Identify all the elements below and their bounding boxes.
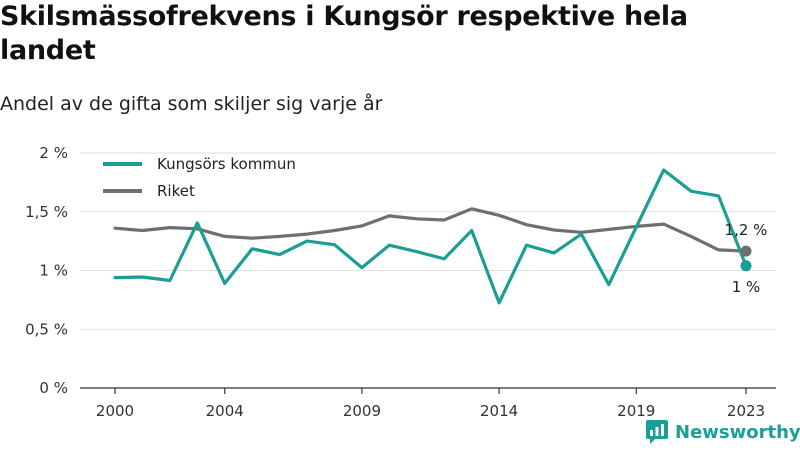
y-tick-label: 1 %: [39, 262, 68, 280]
series-end-point: [740, 245, 752, 257]
brand-logo: Newsworthy: [645, 419, 800, 445]
y-tick-label: 0 %: [39, 379, 68, 397]
y-tick-label: 0,5 %: [25, 320, 68, 338]
line-chart: 0 % 0,5 % 1 % 1,5 % 2 % 2000 2004 2009 2014 2019…: [25, 144, 776, 420]
y-axis-tick-labels: 0 % 0,5 % 1 % 1,5 % 2 %: [25, 144, 68, 397]
series-end-label: 1,2 %: [725, 221, 768, 239]
grid-lines: [80, 152, 776, 330]
x-tick-label: 2019: [617, 402, 655, 420]
x-tick-label: 2000: [96, 402, 134, 420]
series-end-label: 1 %: [732, 278, 761, 296]
series-line: [113, 168, 748, 305]
x-tick-label: 2009: [343, 402, 381, 420]
x-axis: [80, 387, 776, 394]
x-tick-label: 2023: [727, 402, 765, 420]
legend-label: Riket: [157, 182, 195, 200]
series-end-point: [740, 260, 752, 272]
legend: Kungsörs kommun Riket: [103, 155, 296, 200]
y-tick-label: 2 %: [39, 144, 68, 162]
newsworthy-logo-icon: [646, 420, 668, 444]
brand-name: Newsworthy: [675, 421, 800, 443]
legend-label: Kungsörs kommun: [157, 155, 296, 173]
x-tick-label: 2004: [206, 402, 244, 420]
series-line: [113, 207, 748, 253]
chart-title: Skilsmässofrekvens i Kungsör respektive …: [0, 1, 688, 66]
x-tick-label: 2014: [480, 402, 518, 420]
series-lines: 1,2 % 1 %: [113, 168, 768, 305]
x-axis-tick-labels: 2000 2004 2009 2014 2019 2023: [96, 402, 765, 420]
y-tick-label: 1,5 %: [25, 203, 68, 221]
chart-subtitle: Andel av de gifta som skiljer sig varje …: [0, 93, 383, 115]
